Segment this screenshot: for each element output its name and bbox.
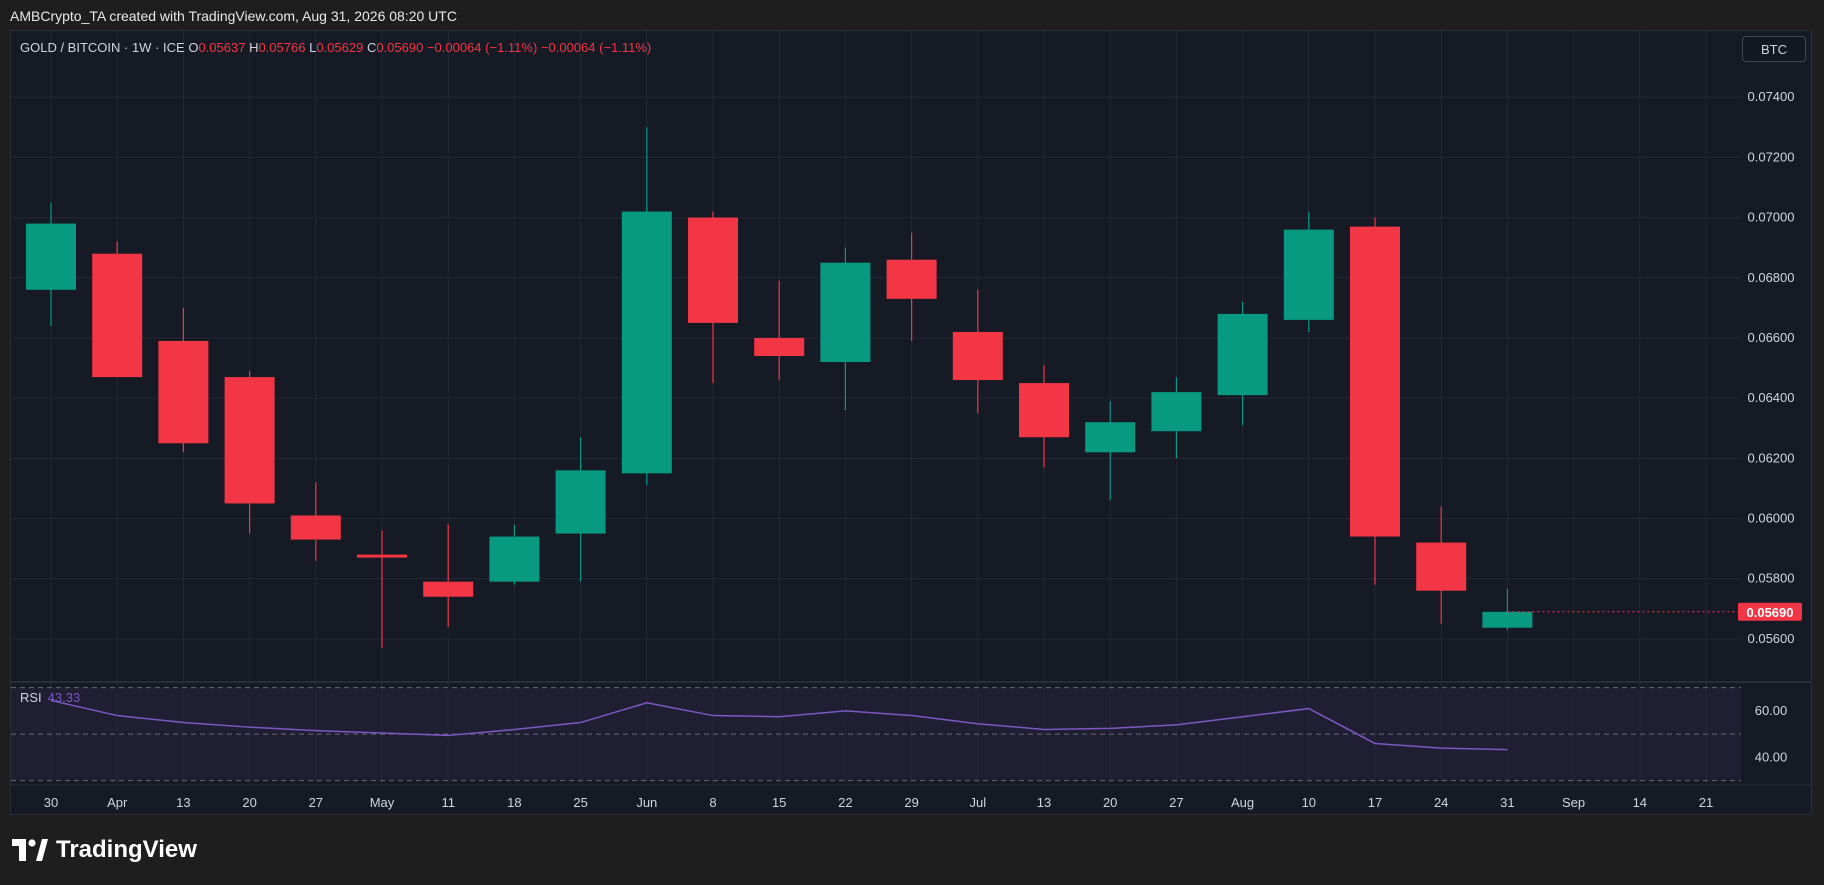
rsi-value: 43.33 <box>47 690 81 705</box>
candle-body <box>423 581 474 597</box>
date-tick-label: 10 <box>1302 795 1316 810</box>
candle-body <box>1085 422 1136 453</box>
candle-body <box>224 377 275 504</box>
change-value: −0.00064 (−1.11%) <box>426 40 538 55</box>
close-key: C <box>366 40 377 55</box>
rsi-label: RSI <box>20 690 42 705</box>
candle-body <box>820 262 871 363</box>
date-tick-label: 20 <box>1103 795 1117 810</box>
high-value: 0.05766 <box>258 40 306 55</box>
candle-body <box>489 536 540 582</box>
date-tick-label: 18 <box>507 795 521 810</box>
date-tick-label: May <box>370 795 395 810</box>
date-tick-label: 24 <box>1434 795 1448 810</box>
high-key: H <box>249 40 259 55</box>
candle-body <box>1217 313 1268 396</box>
tradingview-logo: TradingView <box>12 836 197 864</box>
candle-body <box>1151 392 1202 432</box>
date-tick-label: Aug <box>1231 795 1254 810</box>
candle-body <box>1416 542 1467 591</box>
change-value-2: −0.00064 (−1.11%) <box>540 40 652 55</box>
date-tick-label: 11 <box>441 795 455 810</box>
price-tick-label: 0.05800 <box>1748 571 1795 586</box>
price-tick-label: 0.07200 <box>1748 149 1795 164</box>
candle-body <box>26 223 76 290</box>
symbol-label: GOLD / BITCOIN · 1W · ICE <box>20 40 185 55</box>
date-tick-label: Jul <box>969 795 986 810</box>
price-tick-label: 0.06200 <box>1748 450 1795 465</box>
candle-body <box>886 259 937 299</box>
candle-body <box>952 331 1003 381</box>
candle-body <box>754 337 805 356</box>
candle-body <box>1283 229 1334 320</box>
date-tick-label: 15 <box>772 795 786 810</box>
date-tick-label: 30 <box>44 795 58 810</box>
date-tick-label: 13 <box>1037 795 1051 810</box>
date-tick-label: 8 <box>709 795 716 810</box>
tradingview-logo-icon <box>12 839 48 861</box>
rsi-line <box>50 699 1508 751</box>
chart-caption: AMBCrypto_TA created with TradingView.co… <box>10 8 457 24</box>
low-key: L <box>309 40 317 55</box>
close-value: 0.05690 <box>376 40 424 55</box>
candle-body <box>1482 611 1533 628</box>
price-tick-label: 0.07000 <box>1748 210 1795 225</box>
date-tick-label: 27 <box>1169 795 1183 810</box>
date-tick-label: 17 <box>1368 795 1382 810</box>
candle-body <box>688 217 738 323</box>
symbol-legend: GOLD / BITCOIN · 1W · ICE O0.05637 H0.05… <box>20 40 651 55</box>
date-tick-label: 21 <box>1699 795 1713 810</box>
date-tick-label: Apr <box>107 795 128 810</box>
price-tick-label: 0.06600 <box>1748 330 1795 345</box>
candle-body <box>92 253 143 378</box>
last-price-label: 0.05690 <box>1747 605 1794 620</box>
date-tick-label: 31 <box>1500 795 1514 810</box>
open-key: O <box>188 40 199 55</box>
date-tick-label: 25 <box>573 795 587 810</box>
date-tick-label: 20 <box>242 795 256 810</box>
low-value: 0.05629 <box>316 40 364 55</box>
date-tick-label: 13 <box>176 795 190 810</box>
chart-frame[interactable]: 0.07400 0.07200 0.07000 0.06800 0.06600 0.064… <box>10 30 1812 815</box>
date-tick-label: Sep <box>1562 795 1585 810</box>
price-tick-label: 0.06800 <box>1748 270 1795 285</box>
currency-button[interactable]: BTC <box>1742 36 1806 62</box>
candle-body <box>621 211 672 474</box>
date-tick-label: 27 <box>309 795 323 810</box>
candle-body <box>290 515 341 540</box>
candle-body <box>1019 383 1069 438</box>
date-tick-label: Jun <box>636 795 657 810</box>
price-tick-label: 0.05600 <box>1748 631 1795 646</box>
date-tick-label: 29 <box>904 795 918 810</box>
date-tick-label: 14 <box>1633 795 1647 810</box>
date-tick-label: 22 <box>838 795 852 810</box>
candle-body <box>555 470 606 534</box>
last-price-badge <box>1738 602 1802 621</box>
price-tick-label: 0.06400 <box>1748 390 1795 405</box>
candle-body <box>357 554 407 558</box>
price-tick-label: 0.07400 <box>1748 89 1795 104</box>
candle-body <box>158 340 209 444</box>
open-value: 0.05637 <box>198 40 246 55</box>
tradingview-wordmark: TradingView <box>56 836 197 863</box>
rsi-tick-label: 60.00 <box>1755 703 1788 718</box>
rsi-legend: RSI 43.33 <box>20 690 80 705</box>
rsi-tick-label: 40.00 <box>1755 749 1788 764</box>
price-tick-label: 0.06000 <box>1748 511 1795 526</box>
candlestick-chart[interactable]: 0.07400 0.07200 0.07000 0.06800 0.06600 0.064… <box>11 31 1811 814</box>
candle-body <box>1350 226 1400 537</box>
